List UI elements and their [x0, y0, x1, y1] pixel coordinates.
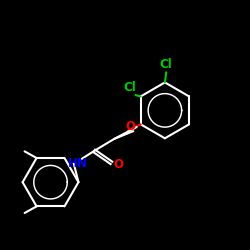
Text: O: O	[113, 158, 123, 171]
Text: O: O	[126, 120, 136, 133]
Text: Cl: Cl	[160, 58, 172, 71]
Text: HN: HN	[68, 157, 88, 170]
Text: Cl: Cl	[124, 81, 136, 94]
